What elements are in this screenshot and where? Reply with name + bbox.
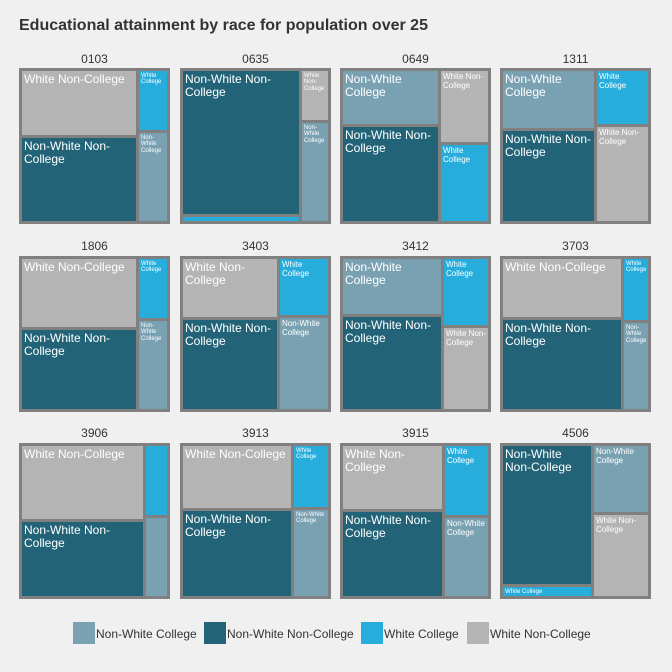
treemap-tile: White College bbox=[294, 446, 328, 507]
treemap-tile: White College bbox=[597, 71, 648, 124]
treemap-tile: Non-White College bbox=[302, 123, 328, 221]
treemap-tile: White Non-College bbox=[503, 259, 621, 317]
treemap-tile: Non-White Non-College bbox=[183, 71, 299, 214]
legend-swatch bbox=[204, 622, 226, 644]
legend-label: Non-White College bbox=[96, 627, 197, 641]
treemap-tile: White Non-College bbox=[183, 259, 277, 317]
treemap-tile: Non-White Non-College bbox=[343, 512, 442, 596]
treemap-tile: Non-White Non-College bbox=[503, 131, 594, 221]
treemap-panel: Non-White College Non-White Non-College Wh… bbox=[340, 68, 491, 224]
treemap-tile: Non-White College bbox=[139, 133, 167, 221]
treemap-tile bbox=[146, 446, 167, 515]
treemap-tile: Non-White College bbox=[503, 71, 594, 128]
treemap-tile: Non-White College bbox=[343, 259, 441, 314]
treemap-tile: Non-White Non-College bbox=[503, 320, 621, 409]
panel-title: 1311 bbox=[562, 52, 589, 66]
panel-title: 3703 bbox=[562, 239, 589, 253]
panel-title: 0635 bbox=[242, 52, 269, 66]
treemap-tile: White College bbox=[503, 587, 591, 596]
panel-title: 0103 bbox=[81, 52, 108, 66]
treemap-tile: White Non-College bbox=[302, 71, 328, 120]
treemap-tile: Non-White Non-College bbox=[22, 330, 136, 409]
treemap-tile: White College bbox=[139, 259, 167, 318]
treemap-tile: Non-White College bbox=[294, 510, 328, 596]
panel-title: 3412 bbox=[402, 239, 429, 253]
treemap-tile: White College bbox=[139, 71, 167, 130]
treemap-tile: Non-White Non-College bbox=[343, 127, 438, 221]
treemap-tile: White Non-College bbox=[183, 446, 291, 508]
legend: Non-White College Non-White Non-College Wh… bbox=[0, 621, 672, 645]
treemap-panel: White Non-College Non-White Non-College Wh… bbox=[500, 256, 651, 412]
legend-swatch bbox=[467, 622, 489, 644]
panel-title: 3906 bbox=[81, 426, 108, 440]
treemap-tile: White Non-College bbox=[22, 446, 143, 519]
treemap-tile: White College bbox=[441, 145, 488, 221]
legend-label: White College bbox=[384, 627, 459, 641]
treemap-tile: White College bbox=[444, 259, 488, 325]
treemap-tile: Non-White College bbox=[624, 323, 648, 409]
panel-title: 0649 bbox=[402, 52, 429, 66]
treemap-tile: Non-White Non-College bbox=[183, 511, 291, 596]
treemap-panel: White Non-College Non-White Non-College Wh… bbox=[340, 443, 491, 599]
treemap-tile: White Non-College bbox=[594, 515, 648, 596]
panel-title: 3913 bbox=[242, 426, 269, 440]
treemap-tile: White Non-College bbox=[22, 71, 136, 135]
treemap-tile: White Non-College bbox=[22, 259, 136, 327]
treemap-tile: Non-White Non-College bbox=[183, 320, 277, 409]
panel-title: 3403 bbox=[242, 239, 269, 253]
treemap-tile: Non-White College bbox=[445, 518, 488, 596]
treemap-tile: Non-White College bbox=[594, 446, 648, 512]
legend-label: White Non-College bbox=[490, 627, 591, 641]
treemap-panel: White Non-College Non-White Non-College Wh… bbox=[19, 256, 170, 412]
treemap-tile: White College bbox=[624, 259, 648, 320]
treemap-tile: White Non-College bbox=[597, 127, 648, 221]
treemap-tile bbox=[146, 518, 167, 596]
treemap-panel: Non-White Non-College White Non-College No… bbox=[180, 68, 331, 224]
treemap-panel: Non-White Non-College White College Non-Wh… bbox=[500, 443, 651, 599]
treemap-tile: Non-White College bbox=[280, 318, 328, 409]
chart-title: Educational attainment by race for popul… bbox=[19, 17, 428, 34]
treemap-panel: Non-White College Non-White Non-College Wh… bbox=[500, 68, 651, 224]
treemap-tile: Non-White Non-College bbox=[22, 138, 136, 221]
treemap-panel: White Non-College Non-White Non-College Wh… bbox=[19, 68, 170, 224]
legend-label: Non-White Non-College bbox=[227, 627, 354, 641]
treemap-tile bbox=[183, 217, 299, 221]
treemap-tile: White College bbox=[280, 259, 328, 315]
legend-swatch bbox=[361, 622, 383, 644]
treemap-tile: Non-White Non-College bbox=[343, 317, 441, 409]
treemap-tile: Non-White College bbox=[139, 321, 167, 409]
treemap-panel: White Non-College Non-White Non-College bbox=[19, 443, 170, 599]
treemap-tile: Non-White Non-College bbox=[503, 446, 591, 584]
treemap-tile: Non-White College bbox=[343, 71, 438, 124]
treemap-tile: Non-White Non-College bbox=[22, 522, 143, 596]
legend-swatch bbox=[73, 622, 95, 644]
treemap-tile: White College bbox=[445, 446, 488, 515]
treemap-tile: White Non-College bbox=[441, 71, 488, 142]
treemap-panel: White Non-College Non-White Non-College Wh… bbox=[180, 256, 331, 412]
treemap-panel: Non-White College Non-White Non-College Wh… bbox=[340, 256, 491, 412]
treemap-tile: White Non-College bbox=[444, 328, 488, 409]
treemap-panel: White Non-College Non-White Non-College Wh… bbox=[180, 443, 331, 599]
panel-title: 3915 bbox=[402, 426, 429, 440]
panel-title: 1806 bbox=[81, 239, 108, 253]
panel-title: 4506 bbox=[562, 426, 589, 440]
treemap-tile: White Non-College bbox=[343, 446, 442, 509]
